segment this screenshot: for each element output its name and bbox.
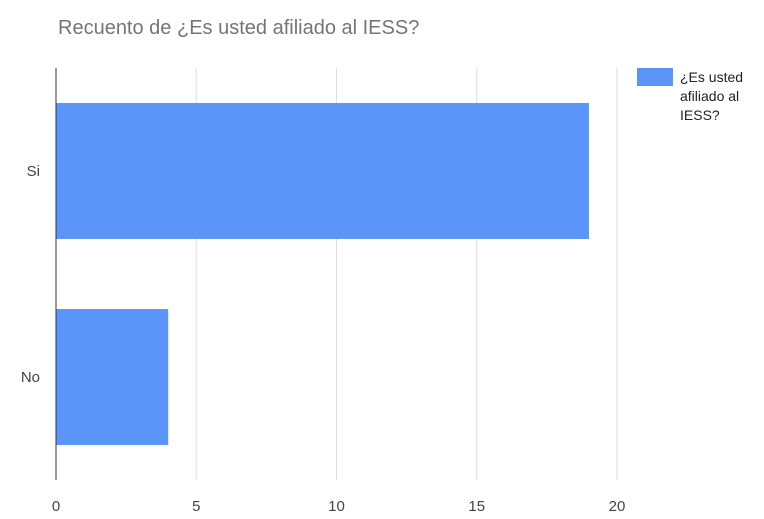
category-label: No	[21, 369, 40, 386]
category-label: Si	[27, 163, 40, 180]
x-tick-label: 10	[328, 498, 345, 515]
bar-no	[56, 309, 169, 445]
x-tick-label: 15	[468, 498, 485, 515]
chart-title: Recuento de ¿Es usted afiliado al IESS?	[58, 17, 419, 39]
x-tick-label: 5	[192, 498, 200, 515]
legend-line: afiliado al	[680, 88, 739, 104]
bar-si	[56, 103, 589, 239]
legend-swatch	[637, 68, 673, 86]
x-tick-label: 0	[52, 498, 60, 515]
legend: ¿Es usted afiliado al IESS?	[637, 68, 743, 123]
legend-label: ¿Es usted afiliado al IESS?	[680, 69, 743, 123]
category-labels: Si No	[21, 163, 40, 386]
bars	[56, 103, 589, 445]
x-tick-label: 20	[609, 498, 626, 515]
legend-line: ¿Es usted	[680, 69, 743, 85]
x-tick-labels: 0 5 10 15 20	[52, 498, 626, 515]
legend-line: IESS?	[680, 107, 720, 123]
